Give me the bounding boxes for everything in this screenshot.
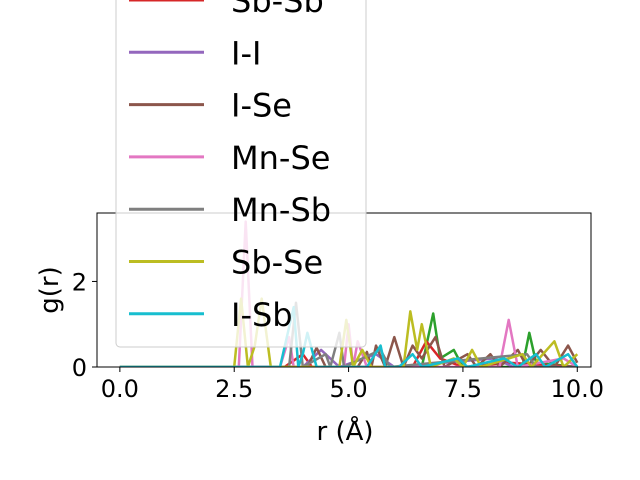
- x-axis-label: r (Å): [316, 415, 373, 447]
- legend-label-sb-sb: Sb-Sb: [231, 0, 324, 20]
- series-line-i-se: [119, 335, 579, 367]
- legend-label-mn-se: Mn-Se: [231, 139, 330, 177]
- y-axis-label: g(r): [35, 266, 65, 313]
- x-tick-label: 7.5: [444, 375, 482, 403]
- legend-label-i-sb: I-Sb: [231, 296, 293, 334]
- y-tick-label: 0: [72, 354, 87, 382]
- x-tick-label: 0.0: [101, 375, 139, 403]
- legend-label-mn-sb: Mn-Sb: [231, 191, 331, 229]
- legend-label-i-se: I-Se: [231, 87, 292, 125]
- x-tick-label: 5.0: [329, 375, 367, 403]
- legend-label-i-i: I-I: [231, 34, 261, 72]
- y-tick-label: 2: [72, 268, 87, 296]
- legend-label-sb-se: Sb-Se: [231, 244, 323, 282]
- series-line-i-sb: [119, 305, 579, 367]
- x-tick-label: 10.0: [551, 375, 604, 403]
- x-tick-label: 2.5: [215, 375, 253, 403]
